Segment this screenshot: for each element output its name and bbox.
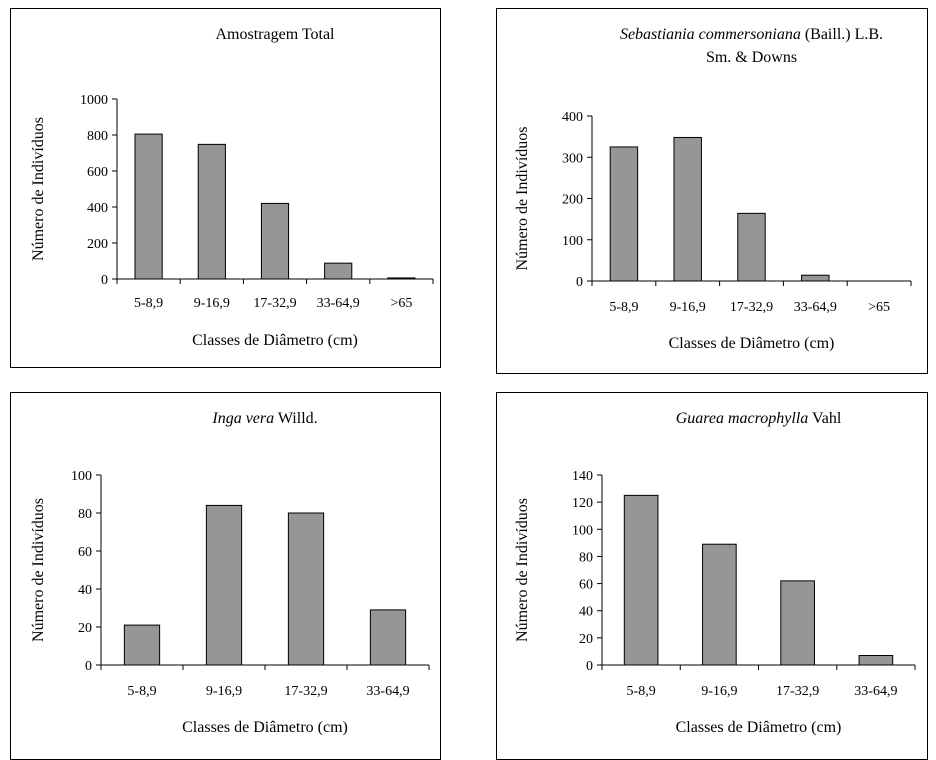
chart-title-segment: Inga vera [211,410,274,427]
x-axis-label: Classes de Diâmetro (cm) [676,719,842,736]
bar [260,202,290,280]
x-tick-label: 9-16,9 [194,296,230,311]
chart-title-segment: Amostragem Total [215,26,335,43]
chart-svg: Amostragem Total 0 200 400 600 800 1000 5-8,9 9-… [30,26,434,349]
x-tick-label: 17-32,9 [776,684,819,699]
y-tick-label: 60 [579,578,593,593]
y-tick-label: 40 [78,583,92,598]
y-tick-label: 80 [78,507,92,522]
chart-svg: Inga vera Willd. 0 20 40 60 80 100 5-8,9 9-16,9 1… [30,410,430,736]
bar [369,609,407,666]
y-tick-label: 40 [579,605,593,620]
x-tick-label: 5-8,9 [609,300,638,315]
x-axis-label: Classes de Diâmetro (cm) [182,719,348,736]
y-tick-label: 800 [87,129,108,144]
chart-title-segment: Guarea macrophylla [676,410,809,427]
chart-title: Amostragem Total [215,26,335,43]
x-tick-label: 17-32,9 [730,300,773,315]
chart-panel-sebastiania: Sebastiania commersoniana (Baill.) L.B. S… [496,8,928,374]
x-tick-label: 17-32,9 [284,684,327,699]
chart-title: Guarea macrophylla Vahl [676,410,842,427]
y-tick-label: 200 [562,193,583,208]
x-tick-label: 33-64,9 [794,300,837,315]
x-tick-label: 5-8,9 [627,684,656,699]
bar [205,504,243,666]
bar [197,143,226,280]
y-tick-label: 20 [78,621,92,636]
y-tick-label: 300 [562,151,583,166]
y-tick-label: 400 [87,201,108,216]
chart-title: Inga vera Willd. [211,410,317,427]
bar [324,262,353,280]
y-tick-label: 80 [579,550,593,565]
chart-title-segment: Willd. [274,410,318,427]
x-tick-label: 33-64,9 [854,684,897,699]
y-tick-label: 600 [87,165,108,180]
y-tick-label: 100 [562,234,583,249]
y-tick-label: 100 [572,523,593,538]
y-tick-label: 140 [572,469,593,484]
chart-panel-inga-vera: Inga vera Willd. 0 20 40 60 80 100 5-8,9 9-16,9 1… [10,392,441,760]
bar [780,580,815,666]
chart-panel-guarea: Guarea macrophylla Vahl 0 20 40 60 80 100 120 14… [496,392,928,760]
y-tick-label: 20 [579,632,593,647]
x-tick-label: >65 [390,296,412,311]
chart-svg: Sebastiania commersoniana (Baill.) L.B.S… [514,26,912,352]
chart-title-segment: Sebastiania commersoniana [620,26,801,43]
bar [858,655,894,666]
x-tick-label: 9-16,9 [206,684,242,699]
x-axis-label: Classes de Diâmetro (cm) [192,332,358,349]
bar [287,512,325,666]
x-tick-label: 9-16,9 [701,684,737,699]
x-tick-label: >65 [868,300,890,315]
x-tick-label: 5-8,9 [127,684,156,699]
y-tick-label: 1000 [80,93,108,108]
y-tick-label: 100 [71,469,92,484]
x-axis-label: Classes de Diâmetro (cm) [669,335,835,352]
chart-title-segment: Vahl [808,410,842,427]
x-tick-label: 17-32,9 [253,296,296,311]
y-axis-label: Número de Indivíduos [514,498,531,642]
x-tick-label: 33-64,9 [366,684,409,699]
bar [737,212,766,282]
bar [623,494,659,666]
x-tick-label: 5-8,9 [134,296,163,311]
bar [801,274,830,282]
bar [123,624,161,666]
chart-svg: Guarea macrophylla Vahl 0 20 40 60 80 100 120 14… [514,410,916,736]
y-tick-label: 200 [87,237,108,252]
bar [673,136,702,282]
bar [702,543,737,666]
bar [609,146,639,282]
y-tick-label: 60 [78,545,92,560]
y-tick-label: 0 [576,275,583,290]
x-tick-label: 9-16,9 [670,300,706,315]
chart-title-line2: Sm. & Downs [706,49,797,66]
x-tick-label: 33-64,9 [317,296,360,311]
bar [387,277,416,280]
y-axis-label: Número de Indivíduos [30,498,47,642]
y-tick-label: 0 [586,659,593,674]
y-tick-label: 0 [101,273,108,288]
chart-title: Sebastiania commersoniana (Baill.) L.B. [620,26,883,43]
y-tick-label: 400 [562,110,583,125]
y-tick-label: 0 [85,659,92,674]
bar [134,133,163,280]
y-axis-label: Número de Indivíduos [30,117,47,261]
chart-panel-amostragem-total: Amostragem Total 0 200 400 600 800 1000 5-8,9 9-… [10,8,441,368]
y-axis-label: Número de Indivíduos [514,127,531,271]
y-tick-label: 120 [572,496,593,511]
chart-title-segment: (Baill.) L.B. [801,26,883,43]
